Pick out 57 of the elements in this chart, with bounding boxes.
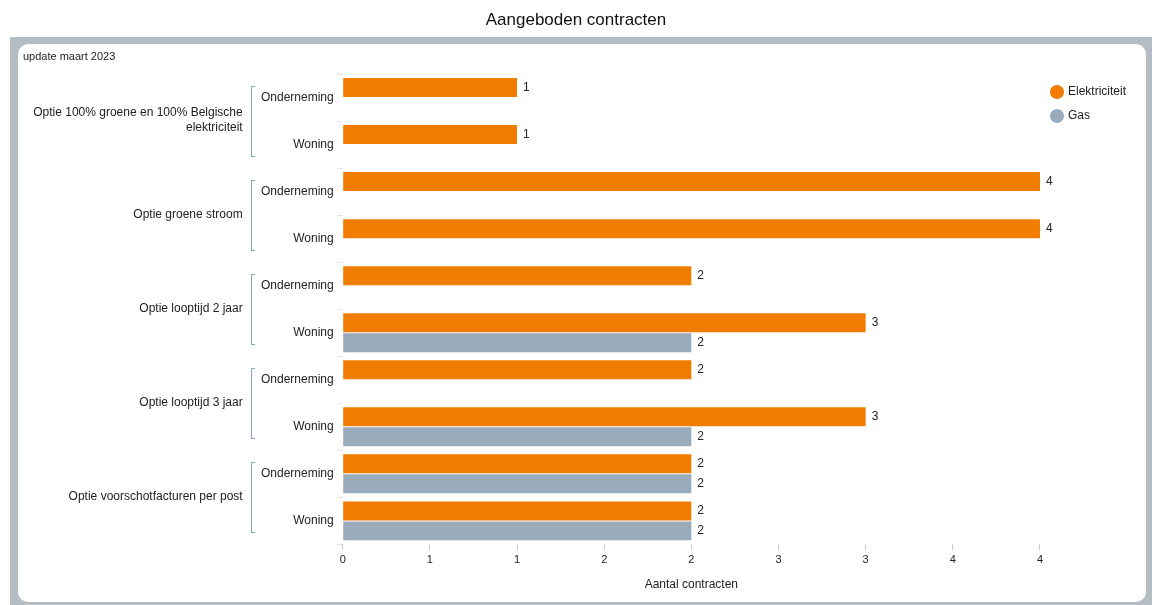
bar <box>343 360 692 380</box>
data-label: 2 <box>697 456 705 471</box>
bar <box>343 219 1040 239</box>
y-tick-label: Woning <box>293 325 334 340</box>
x-tick-label: 1 <box>426 553 433 566</box>
legend-label: Elektriciteit <box>1067 84 1127 99</box>
data-label: 2 <box>697 268 705 282</box>
data-label: 3 <box>871 315 879 330</box>
text: Optie 100% groene en 100% Belgische elektriciteit <box>32 105 243 136</box>
data-label: 2 <box>697 335 705 350</box>
y-tick-label: Onderneming <box>260 277 334 292</box>
x-tick-label: 2 <box>601 553 608 566</box>
bar <box>343 125 518 145</box>
data-label: 1 <box>523 126 531 141</box>
bar <box>343 172 1040 192</box>
y-tick-label: Woning <box>293 419 334 434</box>
text: update maart 2023 <box>23 50 116 62</box>
y-tick-label: Onderneming <box>260 466 334 481</box>
x-tick-label: 0 <box>339 553 346 566</box>
bar <box>343 521 692 541</box>
text: Optie voorschotfacturen per post <box>67 488 243 504</box>
text: Optie looptijd 2 jaar <box>138 300 243 316</box>
bar <box>343 266 692 286</box>
bar <box>343 407 866 427</box>
x-tick-label: 3 <box>862 553 869 566</box>
data-label: 2 <box>697 523 705 538</box>
text: Optie looptijd 3 jaar <box>138 394 243 410</box>
bar <box>343 501 692 521</box>
legend-label: Gas <box>1067 108 1090 123</box>
x-tick-label: 4 <box>949 553 956 566</box>
chart-title: Aangeboden contracten <box>484 10 668 30</box>
data-label: 1 <box>523 79 531 94</box>
bar <box>343 333 692 353</box>
y-tick-label: Woning <box>293 230 334 245</box>
data-label: 2 <box>697 476 705 491</box>
y-tick-label: Onderneming <box>260 372 334 387</box>
data-label: 4 <box>1045 173 1053 188</box>
bar <box>343 454 692 474</box>
x-tick-label: 3 <box>775 553 782 566</box>
y-tick-label: Onderneming <box>260 89 334 104</box>
y-tick-label: Woning <box>293 136 334 151</box>
x-tick-label: 4 <box>1036 553 1044 566</box>
x-axis-title: Aantal contracten <box>644 577 739 592</box>
data-label: 2 <box>697 362 705 377</box>
data-label: 4 <box>1045 220 1053 235</box>
y-tick-label: Onderneming <box>260 183 334 198</box>
data-label: 3 <box>871 409 879 424</box>
data-label: 2 <box>697 429 705 444</box>
text: Optie groene stroom <box>132 206 243 222</box>
data-label: 2 <box>697 503 705 518</box>
y-tick-label: Woning <box>293 513 334 528</box>
x-tick-label: 2 <box>688 553 695 566</box>
bar <box>343 427 692 447</box>
bar <box>343 78 518 98</box>
bar <box>343 474 692 494</box>
x-tick-label: 1 <box>513 553 521 566</box>
bar <box>343 313 866 333</box>
